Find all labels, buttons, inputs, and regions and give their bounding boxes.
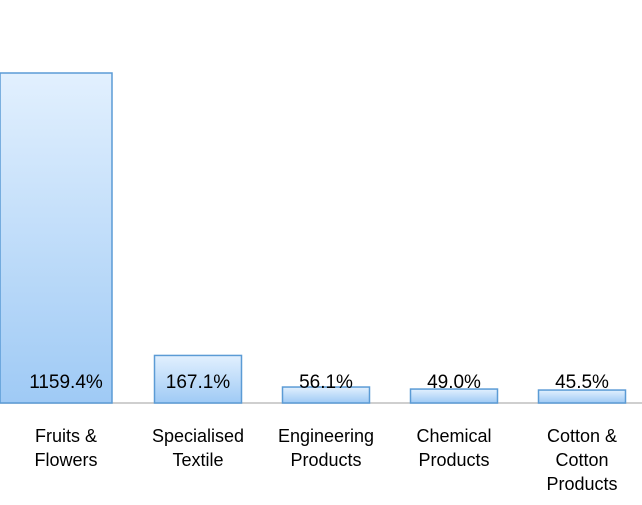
data-label: 49.0% [427,372,481,393]
x-tick-label: Engineering Products [277,426,375,470]
data-label: 56.1% [299,372,353,393]
bar [281,386,371,404]
data-label: 167.1% [166,372,231,393]
bar [0,72,113,404]
x-tick-label: Fruits & Flowers [34,426,98,470]
x-tick-label: Chemical Products [416,426,492,470]
bar [153,354,243,404]
data-label: 45.5% [555,372,609,393]
data-label: 1159.4% [29,372,103,393]
bar [537,389,627,404]
x-tick-label: Cotton & Cotton Products [546,426,618,494]
x-tick-label: Specialised Textile [151,426,245,470]
bar [409,388,499,404]
